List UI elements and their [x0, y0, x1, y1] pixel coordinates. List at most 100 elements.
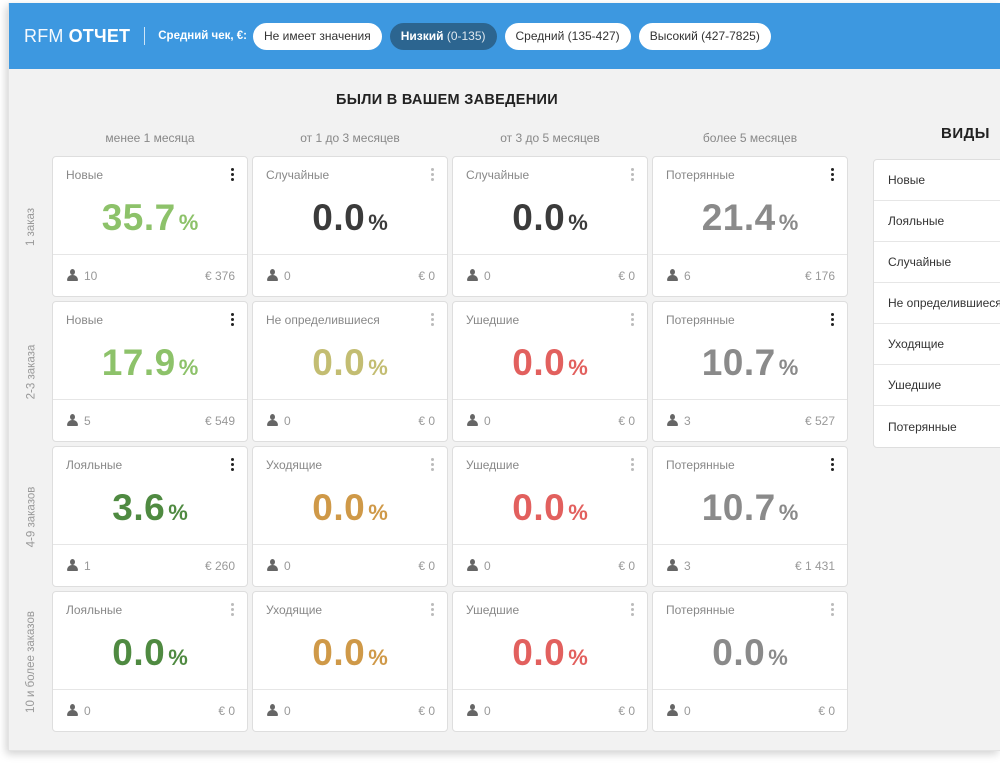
more-vertical-icon[interactable]: [429, 603, 435, 619]
percent-sign: %: [778, 210, 799, 235]
row-label: 10 и более заказов: [13, 591, 49, 732]
more-vertical-icon[interactable]: [229, 313, 235, 329]
percent-sign: %: [368, 210, 388, 235]
more-vertical-icon[interactable]: [829, 168, 835, 184]
more-vertical-icon[interactable]: [629, 313, 635, 329]
segment-list-item[interactable]: Уходящие: [874, 324, 1000, 365]
segment-share-value: 0.0: [312, 487, 366, 528]
row-label-text: 1 заказ: [25, 207, 37, 246]
user-icon: [467, 269, 478, 282]
more-vertical-icon[interactable]: [629, 168, 635, 184]
segment-name: Уходящие: [266, 458, 323, 472]
avg-check-chip[interactable]: Не имеет значения: [253, 22, 382, 50]
segment-card[interactable]: Случайные 0.0% 0 € 0: [452, 156, 648, 297]
segment-card[interactable]: Новые 17.9% 5 € 549: [52, 301, 248, 442]
app-title-bold: ОТЧЕТ: [68, 25, 131, 46]
more-vertical-icon[interactable]: [829, 313, 835, 329]
segment-card[interactable]: Лояльные 3.6% 1 € 260: [52, 446, 248, 587]
more-vertical-icon[interactable]: [229, 603, 235, 619]
guest-count-value: 1: [84, 558, 91, 573]
segment-name: Ушедшие: [466, 313, 520, 327]
segment-card[interactable]: Не определившиеся 0.0% 0 € 0: [252, 301, 448, 442]
segment-amount: € 1 431: [794, 558, 835, 573]
segments-title: ВИДЫ: [941, 125, 990, 142]
user-icon: [267, 559, 278, 572]
segment-card[interactable]: Потерянные 0.0% 0 € 0: [652, 591, 848, 732]
segment-card[interactable]: Лояльные 0.0% 0 € 0: [52, 591, 248, 732]
segment-footer: 5 € 549: [53, 399, 247, 441]
segment-share-value: 21.4: [701, 197, 776, 238]
column-header: от 3 до 5 месяцев: [500, 131, 600, 145]
segment-list-item[interactable]: Потерянные: [888, 419, 957, 434]
guest-count: 0: [267, 559, 291, 573]
chip-label: Высокий: [649, 29, 698, 43]
more-vertical-icon[interactable]: [229, 458, 235, 474]
segment-amount: € 0: [418, 268, 435, 283]
avg-check-chip[interactable]: Низкий (0-135): [389, 22, 497, 50]
segment-list-item[interactable]: Ушедшие: [874, 365, 1000, 406]
segment-footer: 1 € 260: [53, 544, 247, 586]
user-icon: [67, 704, 78, 717]
segment-card[interactable]: Потерянные 10.7% 3 € 527: [652, 301, 848, 442]
chip-label: Средний: [515, 29, 565, 43]
more-vertical-icon[interactable]: [629, 603, 635, 619]
avg-check-chip[interactable]: Средний (135-427): [504, 22, 631, 50]
guest-count-value: 3: [684, 413, 691, 428]
segment-share-value: 0.0: [712, 632, 766, 673]
segment-card[interactable]: Новые 35.7% 10 € 376: [52, 156, 248, 297]
segment-card[interactable]: Уходящие 0.0% 0 € 0: [252, 591, 448, 732]
title-divider: [144, 27, 146, 45]
segment-share: 35.7%: [53, 197, 247, 239]
chip-label: Не имеет значения: [264, 29, 371, 43]
more-vertical-icon[interactable]: [429, 458, 435, 474]
segment-amount: € 0: [618, 413, 635, 428]
segment-share-value: 0.0: [512, 487, 566, 528]
guest-count: 0: [267, 414, 291, 428]
segment-share-value: 0.0: [112, 632, 166, 673]
segment-card[interactable]: Ушедшие 0.0% 0 € 0: [452, 301, 648, 442]
segment-card[interactable]: Ушедшие 0.0% 0 € 0: [452, 446, 648, 587]
segment-footer: 0 € 0: [253, 254, 447, 296]
guest-count: 5: [67, 414, 91, 428]
user-icon: [267, 414, 278, 427]
segment-footer: 3 € 1 431: [653, 544, 847, 586]
segment-share-value: 0.0: [312, 632, 366, 673]
more-vertical-icon[interactable]: [629, 458, 635, 474]
guest-count-value: 3: [684, 558, 691, 573]
more-vertical-icon[interactable]: [429, 313, 435, 329]
more-vertical-icon[interactable]: [829, 603, 835, 619]
segment-list-item[interactable]: Не определившиеся: [874, 283, 1000, 324]
segment-name: Потерянные: [666, 603, 735, 617]
more-vertical-icon[interactable]: [229, 168, 235, 184]
segment-list-item[interactable]: Новые: [874, 160, 1000, 201]
guest-count: 0: [467, 269, 491, 283]
segment-amount: € 549: [204, 413, 235, 428]
column-header: более 5 месяцев: [702, 131, 798, 145]
more-vertical-icon[interactable]: [429, 168, 435, 184]
segment-share: 10.7%: [653, 342, 847, 384]
guest-count-value: 0: [484, 703, 491, 718]
segment-list-item[interactable]: Лояльные: [874, 201, 1000, 242]
segment-share: 0.0%: [453, 342, 647, 384]
more-vertical-icon[interactable]: [829, 458, 835, 474]
segment-footer: 0 € 0: [453, 689, 647, 731]
row-label-text: 2-3 заказа: [25, 344, 37, 399]
segment-card[interactable]: Случайные 0.0% 0 € 0: [252, 156, 448, 297]
segment-card[interactable]: Уходящие 0.0% 0 € 0: [252, 446, 448, 587]
segment-card[interactable]: Потерянные 21.4% 6 € 176: [652, 156, 848, 297]
guest-count-value: 0: [84, 703, 91, 718]
segment-list-item[interactable]: Случайные: [874, 242, 1000, 283]
segment-amount: € 0: [418, 703, 435, 718]
segment-card[interactable]: Ушедшие 0.0% 0 € 0: [452, 591, 648, 732]
segment-card[interactable]: Потерянные 10.7% 3 € 1 431: [652, 446, 848, 587]
guest-count: 6: [667, 269, 691, 283]
row-label-text: 4-9 заказов: [25, 486, 37, 547]
row-label: 1 заказ: [13, 156, 49, 297]
avg-check-chip[interactable]: Высокий (427-7825): [638, 22, 771, 50]
user-icon: [267, 704, 278, 717]
segment-amount: € 527: [804, 413, 835, 428]
segment-share: 17.9%: [53, 342, 247, 384]
guest-count-value: 0: [284, 413, 291, 428]
chip-range: (0-135): [443, 29, 486, 43]
segment-amount: € 0: [418, 413, 435, 428]
